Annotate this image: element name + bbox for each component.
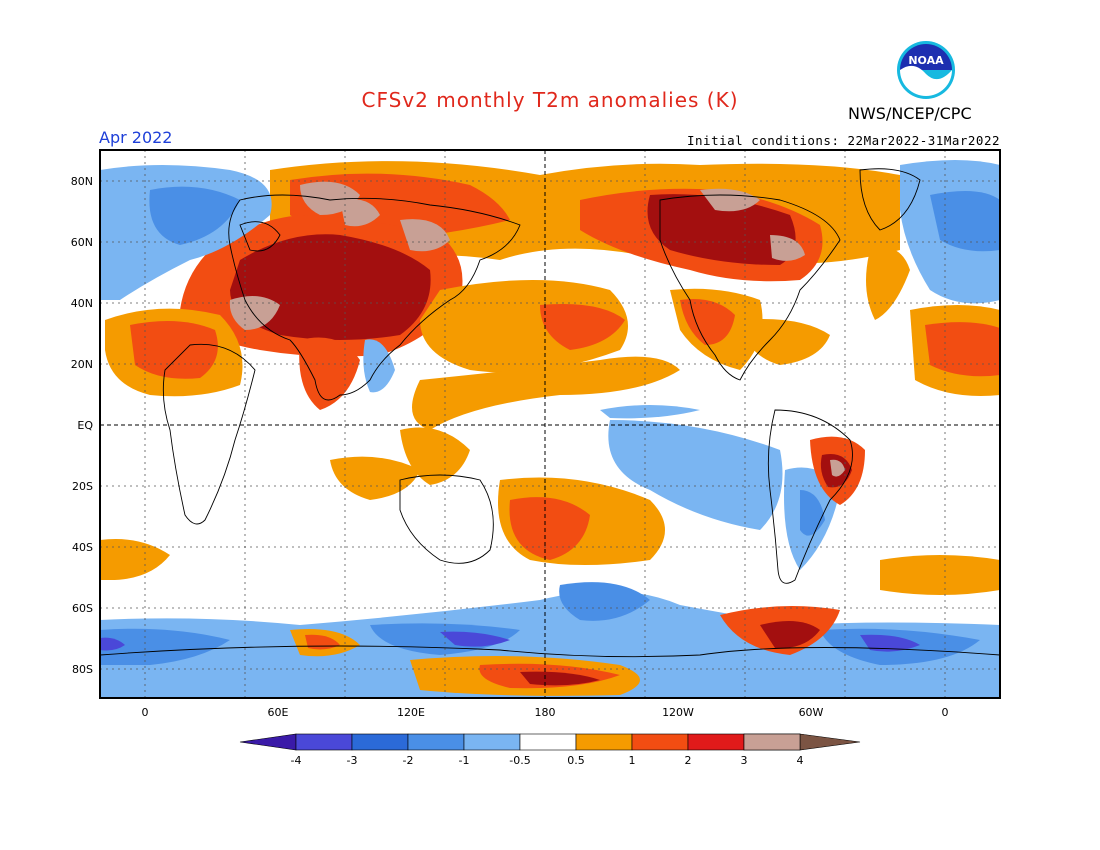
legend-label: -0.5 (509, 754, 530, 767)
lon-label: 0 (142, 706, 149, 719)
lat-label: 40S (72, 541, 93, 554)
anomaly-field (100, 150, 1000, 698)
lat-label: 80N (71, 175, 93, 188)
coastlines (100, 168, 1000, 658)
legend-label: 4 (797, 754, 804, 767)
lon-label: 60W (799, 706, 824, 719)
legend-label: -4 (291, 754, 302, 767)
legend-swatch (687, 733, 745, 751)
legend-label: 0.5 (567, 754, 585, 767)
lat-label: 20S (72, 480, 93, 493)
legend-swatch (631, 733, 689, 751)
logo-text: NOAA (908, 54, 944, 67)
legend-swatch (295, 733, 353, 751)
longitude-labels: 0 60E 120E 180 120W 60W 0 (142, 706, 949, 719)
color-bar-legend: -4 -3 -2 -1 -0.5 0.5 1 2 3 4 (239, 733, 861, 767)
legend-swatch (519, 733, 577, 751)
graticule (100, 150, 1000, 698)
lat-label: EQ (77, 419, 93, 432)
legend-label: 3 (741, 754, 748, 767)
lon-label: 180 (535, 706, 556, 719)
lat-label: 60S (72, 602, 93, 615)
lon-label: 120W (662, 706, 694, 719)
chart-title: CFSv2 monthly T2m anomalies (K) (361, 88, 739, 112)
legend-swatch (407, 733, 465, 751)
latitude-labels: 80N 60N 40N 20N EQ 20S 40S 60S 80S (71, 175, 94, 676)
legend-label: -2 (403, 754, 414, 767)
lat-label: 40N (71, 297, 93, 310)
lat-label: 20N (71, 358, 93, 371)
lat-label: 80S (72, 663, 93, 676)
legend-swatch (743, 733, 801, 751)
legend-swatch (463, 733, 521, 751)
legend-swatch (351, 733, 409, 751)
legend-label: -1 (459, 754, 470, 767)
lon-label: 60E (268, 706, 289, 719)
initial-conditions: Initial conditions: 22Mar2022-31Mar2022 (687, 133, 1000, 148)
legend-left-arrow (239, 733, 297, 751)
lon-label: 120E (397, 706, 425, 719)
lat-label: 60N (71, 236, 93, 249)
legend-swatch (575, 733, 633, 751)
organization-label: NWS/NCEP/CPC (848, 104, 972, 123)
lon-label: 0 (942, 706, 949, 719)
legend-labels: -4 -3 -2 -1 -0.5 0.5 1 2 3 4 (291, 754, 804, 767)
forecast-month: Apr 2022 (99, 128, 173, 147)
noaa-logo: NOAA (896, 40, 956, 100)
map-frame (99, 149, 1001, 699)
reference-lines (100, 150, 1000, 698)
legend-label: -3 (347, 754, 358, 767)
legend-right-arrow (799, 733, 861, 751)
legend-label: 1 (629, 754, 636, 767)
legend-label: 2 (685, 754, 692, 767)
